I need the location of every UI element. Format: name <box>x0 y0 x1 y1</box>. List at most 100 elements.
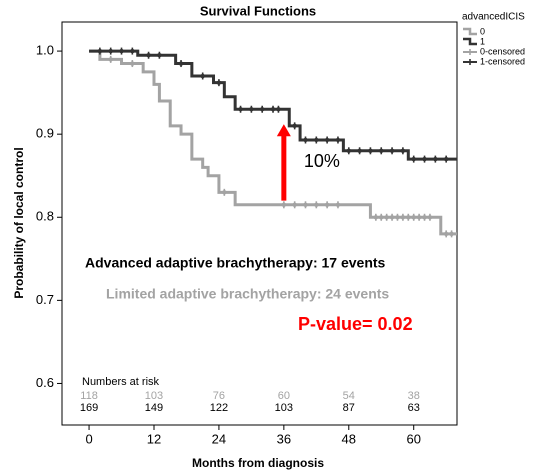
censor-mark <box>379 147 384 155</box>
censor-mark <box>292 201 297 209</box>
y-tick-label: 0.9 <box>36 126 54 141</box>
censor-dot <box>443 231 449 237</box>
censor-dot <box>379 215 384 220</box>
legend-label: 0 <box>480 26 485 36</box>
censor-dot <box>130 48 135 54</box>
censor-mark <box>416 213 422 221</box>
arrow-head <box>276 124 291 137</box>
censor-dot <box>449 231 454 237</box>
censor-mark <box>400 213 406 221</box>
censor-mark <box>108 55 113 63</box>
at-risk-value: 76 <box>213 390 225 402</box>
arrow-label: 10% <box>304 151 340 171</box>
censor-dot <box>216 80 222 85</box>
censor-mark <box>395 213 400 221</box>
censor-mark <box>389 213 395 221</box>
y-tick-label: 1.0 <box>36 43 54 58</box>
censor-dot <box>146 53 151 58</box>
censor-dot <box>335 202 341 208</box>
censor-dot <box>178 61 184 66</box>
censor-mark <box>400 147 406 155</box>
x-tick-label: 0 <box>85 431 92 446</box>
censor-mark <box>357 147 362 155</box>
censor-dot <box>108 48 113 54</box>
censor-mark <box>368 147 373 155</box>
y-axis-label: Probability of local control <box>12 147 26 298</box>
censor-dot <box>411 156 416 162</box>
censor-mark <box>119 47 124 55</box>
censor-dot <box>292 202 297 208</box>
annotation: Advanced adaptive brachytherapy: 17 even… <box>85 255 386 271</box>
at-risk-value: 118 <box>80 390 98 402</box>
censor-mark <box>346 147 351 155</box>
censor-mark <box>260 105 265 113</box>
censor-mark <box>335 136 341 144</box>
censor-mark <box>443 230 449 238</box>
censor-mark <box>270 105 276 113</box>
censor-dot <box>400 215 406 220</box>
censor-dot <box>379 148 384 153</box>
censor-mark <box>449 230 454 238</box>
censor-dot <box>303 137 308 143</box>
censor-dot <box>389 148 395 153</box>
x-tick-label: 60 <box>406 431 420 446</box>
y-tick-label: 0.7 <box>36 292 54 307</box>
x-tick-label: 36 <box>277 431 291 446</box>
x-axis-label: Months from diagnosis <box>192 456 324 470</box>
censor-dot <box>314 137 319 143</box>
y-tick-label: 0.8 <box>36 209 54 224</box>
censor-mark <box>130 60 135 68</box>
censor-mark <box>314 201 319 209</box>
x-tick-label: 24 <box>212 431 226 446</box>
annotation: Limited adaptive brachytherapy: 24 event… <box>106 286 389 302</box>
censor-dot <box>400 148 406 153</box>
censor-dot <box>443 156 449 162</box>
censor-dot <box>422 215 427 220</box>
censor-dot <box>281 202 287 208</box>
censor-mark <box>384 213 389 221</box>
censor-mark <box>276 105 281 113</box>
at-risk-value: 122 <box>210 402 228 414</box>
annotation: P-value= 0.02 <box>298 314 413 334</box>
legend-label: 0-censored <box>480 46 525 56</box>
x-tick-label: 12 <box>147 431 161 446</box>
censor-mark <box>130 47 135 55</box>
censor-mark <box>292 122 297 130</box>
censor-mark <box>411 155 416 163</box>
censor-mark <box>411 213 416 221</box>
censor-mark <box>335 201 341 209</box>
censor-mark <box>389 147 395 155</box>
censor-mark <box>422 155 427 163</box>
censor-dot <box>276 107 281 112</box>
censor-dot <box>119 48 124 54</box>
censor-dot <box>270 107 276 112</box>
chart-title: Survival Functions <box>200 3 316 18</box>
at-risk-title: Numbers at risk <box>82 376 160 388</box>
censor-dot <box>303 202 308 208</box>
legend-label: 1-censored <box>480 56 525 66</box>
censor-dot <box>422 156 427 162</box>
censor-dot <box>373 215 379 220</box>
censor-dot <box>433 156 438 162</box>
at-risk-value: 60 <box>278 390 290 402</box>
at-risk-value: 38 <box>408 390 420 402</box>
censor-mark <box>216 79 222 87</box>
censor-dot <box>97 48 103 54</box>
censor-mark <box>157 51 162 59</box>
censor-mark <box>379 213 384 221</box>
censor-dot <box>292 123 297 129</box>
censor-mark <box>324 136 330 144</box>
censor-mark <box>200 72 205 80</box>
at-risk-value: 149 <box>145 402 163 414</box>
y-tick-label: 0.6 <box>36 375 54 390</box>
censor-mark <box>433 155 438 163</box>
censor-dot <box>222 190 227 195</box>
censor-dot <box>357 148 362 153</box>
at-risk-value: 63 <box>408 402 420 414</box>
censor-dot <box>200 73 205 79</box>
censor-mark <box>427 213 433 221</box>
x-tick-label: 48 <box>342 431 356 446</box>
legend-swatch <box>463 27 477 36</box>
legend-label: 1 <box>480 36 485 46</box>
